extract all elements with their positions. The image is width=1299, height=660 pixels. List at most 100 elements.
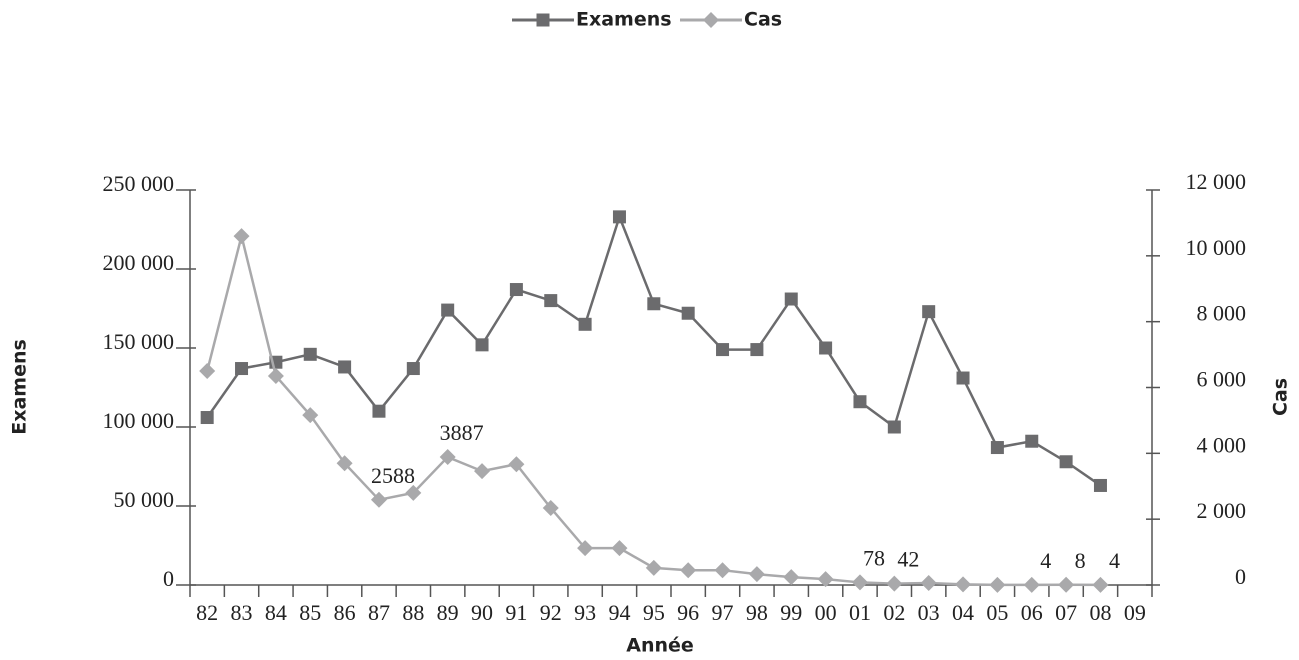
marker xyxy=(887,420,901,434)
x-tick-label: 93 xyxy=(574,600,596,625)
marker xyxy=(233,228,250,245)
marker xyxy=(544,294,558,308)
x-axis-title: Année xyxy=(626,635,694,657)
y2-tick-label: 6 000 xyxy=(1197,367,1247,392)
marker xyxy=(1058,576,1075,593)
marker xyxy=(611,540,628,557)
marker xyxy=(542,499,559,516)
x-tick-label: 98 xyxy=(746,600,768,625)
legend-label: Examens xyxy=(576,9,672,31)
x-tick-label: 97 xyxy=(712,600,734,625)
x-tick-label: 90 xyxy=(471,600,493,625)
x-tick-label: 84 xyxy=(265,600,287,625)
marker xyxy=(302,407,319,424)
marker xyxy=(750,343,764,357)
x-tick-label: 89 xyxy=(437,600,459,625)
marker xyxy=(748,566,765,583)
x-tick-label: 08 xyxy=(1089,600,1111,625)
marker xyxy=(303,347,317,361)
x-tick-label: 05 xyxy=(986,600,1008,625)
x-tick-label: 06 xyxy=(1021,600,1043,625)
x-tick-label: 87 xyxy=(368,600,390,625)
marker xyxy=(536,13,550,27)
x-tick-label: 94 xyxy=(608,600,630,625)
marker xyxy=(509,283,523,297)
y2-tick-label: 2 000 xyxy=(1197,498,1247,523)
x-tick-label: 91 xyxy=(505,600,527,625)
data-label: 78 xyxy=(863,545,885,570)
marker xyxy=(955,576,972,593)
data-label: 42 xyxy=(897,547,919,572)
marker xyxy=(716,343,730,357)
marker xyxy=(406,362,420,376)
x-tick-label: 95 xyxy=(643,600,665,625)
marker xyxy=(680,562,697,579)
marker xyxy=(851,574,868,591)
marker xyxy=(989,576,1006,593)
x-tick-label: 82 xyxy=(196,600,218,625)
marker xyxy=(338,360,352,374)
x-tick-label: 02 xyxy=(883,600,905,625)
y2-tick-label: 12 000 xyxy=(1186,169,1247,194)
marker xyxy=(441,303,455,317)
series-line xyxy=(206,213,1102,487)
marker xyxy=(336,455,353,472)
y2-tick-label: 4 000 xyxy=(1197,432,1247,457)
x-tick-label: 96 xyxy=(677,600,699,625)
data-label: 4 xyxy=(1040,548,1051,573)
marker xyxy=(1093,478,1107,492)
x-tick-label: 88 xyxy=(402,600,424,625)
marker xyxy=(819,341,833,355)
marker xyxy=(578,317,592,331)
marker xyxy=(703,12,719,28)
y2-axis-title: Cas xyxy=(1270,378,1292,416)
marker xyxy=(199,363,216,380)
y-tick-label: 0 xyxy=(163,566,174,591)
marker xyxy=(647,297,661,311)
y2-tick-label: 10 000 xyxy=(1186,235,1247,260)
marker xyxy=(990,441,1004,455)
marker xyxy=(439,449,456,466)
x-tick-label: 83 xyxy=(231,600,253,625)
marker xyxy=(645,559,662,576)
marker xyxy=(475,338,489,352)
x-tick-label: 86 xyxy=(334,600,356,625)
marker xyxy=(1092,576,1109,593)
marker xyxy=(474,463,491,480)
x-tick-label: 99 xyxy=(780,600,802,625)
marker xyxy=(508,456,525,473)
x-tick-label: 09 xyxy=(1124,600,1146,625)
x-tick-label: 07 xyxy=(1055,600,1077,625)
marker xyxy=(853,395,867,409)
x-tick-label: 00 xyxy=(815,600,837,625)
data-label: 2588 xyxy=(371,463,415,488)
data-label: 8 xyxy=(1075,548,1086,573)
marker xyxy=(886,575,903,592)
marker xyxy=(267,367,284,384)
y-tick-label: 200 000 xyxy=(103,250,175,275)
data-label: 4 xyxy=(1109,548,1120,573)
marker xyxy=(612,210,626,224)
marker xyxy=(714,562,731,579)
x-tick-label: 85 xyxy=(299,600,321,625)
marker xyxy=(784,292,798,306)
y2-tick-label: 0 xyxy=(1235,564,1246,589)
y-tick-label: 150 000 xyxy=(103,329,175,354)
marker xyxy=(370,491,387,508)
marker xyxy=(681,306,695,320)
x-tick-label: 92 xyxy=(540,600,562,625)
marker xyxy=(235,362,249,376)
marker xyxy=(1059,455,1073,469)
marker xyxy=(920,575,937,592)
marker xyxy=(405,484,422,501)
marker xyxy=(1023,576,1040,593)
marker xyxy=(577,540,594,557)
y-tick-label: 250 000 xyxy=(103,171,175,196)
marker xyxy=(817,571,834,588)
marker xyxy=(783,569,800,586)
marker xyxy=(922,305,936,319)
x-tick-label: 03 xyxy=(918,600,940,625)
marker xyxy=(956,371,970,385)
legend-label: Cas xyxy=(744,9,782,31)
